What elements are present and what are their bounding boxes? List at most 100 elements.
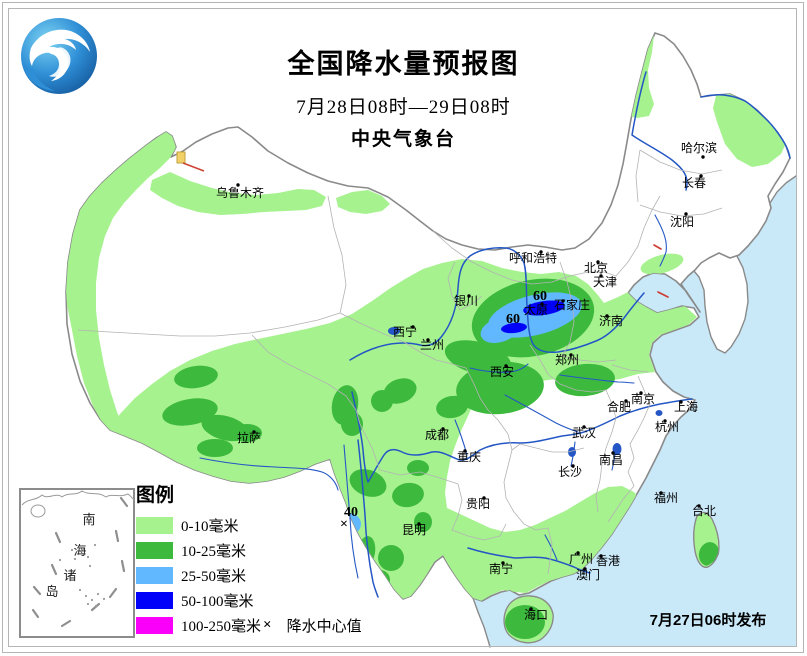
red-dash-mark: [653, 244, 662, 250]
city-label: 长沙: [558, 465, 582, 479]
precip-center-values: 60 60 40×: [340, 289, 547, 532]
red-dash-mark: [657, 291, 669, 298]
legend-item: 50-100毫米: [136, 590, 416, 610]
legend-swatch: [136, 592, 173, 609]
rain-50-100-regions: [501, 300, 565, 334]
city-dot: [482, 496, 486, 500]
vietnam-coastline: [472, 597, 491, 648]
province-borders: [77, 149, 723, 575]
city-label: 北京: [584, 261, 608, 275]
city-dot: [529, 607, 533, 611]
city-dot: [582, 425, 586, 429]
city-dot: [411, 325, 415, 329]
city-label: 重庆: [457, 450, 481, 464]
city-label: 兰州: [420, 338, 444, 352]
legend: 图例 0-10毫米 10-25毫米 25-50毫米 50-100毫米 100-250毫米…: [136, 480, 416, 635]
city-dot: [639, 391, 643, 395]
city-label: 济南: [599, 313, 623, 328]
city-label: 成都: [425, 428, 449, 442]
legend-label: 50-100毫米: [181, 594, 254, 610]
city-dot: [679, 400, 683, 404]
city-label: 太原: [524, 302, 548, 317]
city-dot: [663, 419, 667, 423]
legend-label: 10-25毫米: [181, 544, 246, 560]
legend-swatch: [136, 617, 173, 634]
city-dot: [583, 567, 587, 571]
city-dot: [504, 364, 508, 368]
city-label: 昆明: [402, 523, 426, 537]
nine-dash-line: [31, 496, 129, 628]
publish-time: 7月27日06时发布: [649, 612, 767, 629]
center-value-mark-icon: ×: [263, 617, 272, 633]
logo-swirl-tail: [49, 47, 71, 77]
precip-center-value: 60: [506, 312, 520, 327]
legend-item: 100-250毫米 × 降水中心值: [136, 615, 416, 635]
city-label: 海口: [524, 607, 548, 622]
inset-label-char: 海: [73, 543, 86, 558]
taiwan-island: [693, 511, 720, 568]
title-block: 全国降水量预报图 7月28日08时—29日08时 中央气象台: [0, 42, 807, 151]
city-label: 西宁: [393, 324, 417, 339]
cma-logo: [15, 14, 101, 100]
city-dot: [699, 174, 703, 178]
center-value-label: 降水中心值: [286, 619, 362, 635]
city-dot: [611, 451, 615, 455]
legend-item: 25-50毫米: [136, 565, 416, 585]
city-dot: [426, 338, 430, 342]
hainan-island: [503, 595, 554, 644]
korea-coastline: [693, 255, 749, 354]
legend-label: 0-10毫米: [181, 519, 239, 535]
city-label: 上海: [674, 399, 698, 414]
city-dot: [561, 299, 565, 303]
city-label: 沈阳: [670, 214, 694, 229]
city-label: 长春: [682, 176, 706, 190]
agency-name: 中央气象台: [350, 129, 456, 150]
city-label: 西安: [490, 364, 514, 379]
city-label: 呼和浩特: [509, 250, 557, 265]
city-label: 南京: [631, 391, 655, 406]
inset-label-char: 诸: [63, 568, 76, 583]
legend-label: 25-50毫米: [181, 569, 246, 585]
city-dot: [463, 449, 467, 453]
city-label: 广州: [569, 552, 593, 566]
city-label: 天津: [593, 275, 617, 289]
city-dot: [417, 522, 421, 526]
inner-frame: [8, 8, 797, 647]
city-label: 拉萨: [237, 430, 261, 445]
city-dot: [501, 561, 505, 565]
forecast-period: 7月28日08时—29日08时: [296, 97, 511, 118]
city-label: 合肥: [607, 399, 631, 414]
city-label: 哈尔滨: [681, 140, 717, 155]
city-dot: [624, 399, 628, 403]
page-title: 全国降水量预报图: [287, 49, 520, 79]
city-dot: [540, 302, 544, 306]
city-label: 南昌: [599, 452, 623, 467]
city-dot: [571, 464, 575, 468]
legend-item: 0-10毫米: [136, 515, 416, 535]
city-label: 澳门: [576, 567, 600, 582]
city-label: 武汉: [572, 426, 596, 440]
precip-center-value: 40: [344, 505, 358, 520]
legend-label: 100-250毫米: [181, 619, 261, 635]
city-label: 杭州: [655, 419, 679, 434]
legend-title: 图例: [136, 485, 175, 506]
city-dot: [599, 274, 603, 278]
city-dot: [569, 353, 573, 357]
city-dot: [701, 155, 705, 159]
city-dot: [441, 427, 445, 431]
logo-swoosh: [25, 68, 55, 91]
legend-rows: 0-10毫米 10-25毫米 25-50毫米 50-100毫米 100-250毫米 × 降水…: [136, 515, 416, 635]
inset-label-char: 南: [82, 512, 95, 527]
legend-item: 10-25毫米: [136, 540, 416, 560]
city-label: 南宁: [489, 561, 513, 576]
city-dot: [605, 314, 609, 318]
city-dot: [596, 260, 600, 264]
inset-label-char: 岛: [45, 584, 58, 599]
legend-swatch: [136, 567, 173, 584]
city-dot: [576, 551, 580, 555]
rivers: [199, 71, 791, 598]
